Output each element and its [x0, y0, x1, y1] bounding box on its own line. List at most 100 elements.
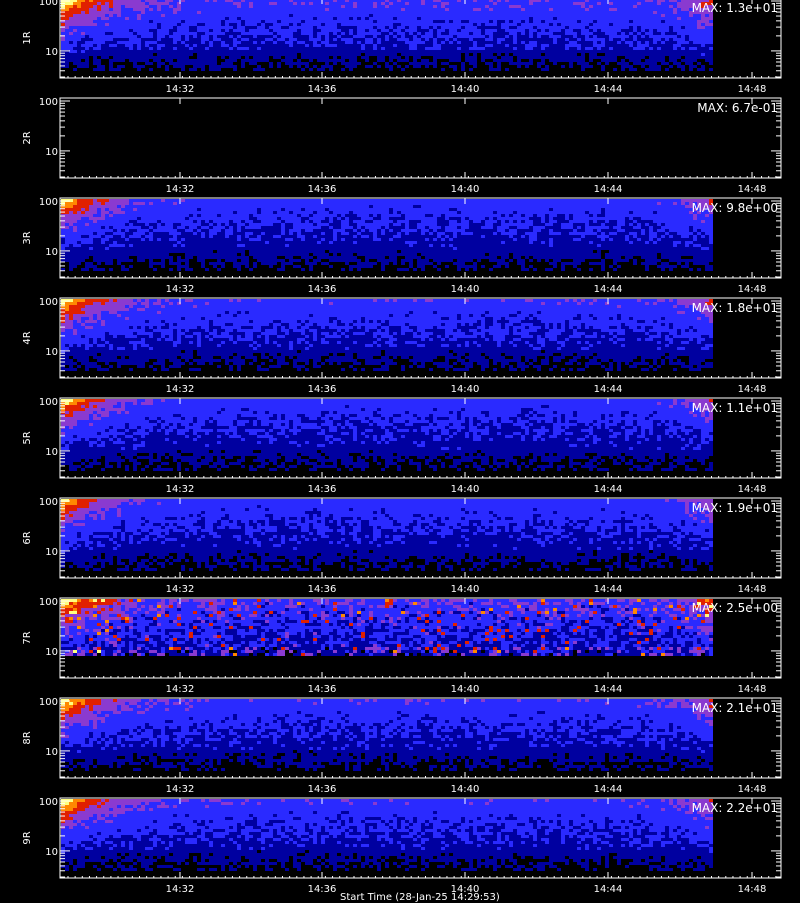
heatmap-cell — [585, 62, 589, 65]
heatmap-cell — [153, 29, 157, 32]
heatmap-cell — [405, 35, 409, 38]
heatmap-cell — [245, 41, 249, 44]
heatmap-cell — [641, 14, 645, 17]
heatmap-cell — [349, 65, 353, 68]
heatmap-cell — [177, 41, 181, 44]
heatmap-cell — [469, 38, 473, 41]
heatmap-cell — [261, 5, 265, 8]
heatmap-cell — [425, 211, 429, 214]
heatmap-cell — [145, 11, 149, 14]
heatmap-cell — [413, 53, 417, 56]
heatmap-cell — [301, 41, 305, 44]
heatmap-cell — [597, 29, 601, 32]
heatmap-cell — [673, 38, 677, 41]
heatmap-cell — [301, 214, 305, 217]
heatmap-cell — [389, 29, 393, 32]
heatmap-cell — [305, 202, 309, 205]
heatmap-cell — [369, 14, 373, 17]
heatmap-cell — [389, 35, 393, 38]
heatmap-cell — [705, 59, 709, 62]
heatmap-cell — [381, 205, 385, 208]
heatmap-cell — [169, 11, 173, 14]
heatmap-cell — [681, 44, 685, 47]
heatmap-cell — [349, 50, 353, 53]
heatmap-cell — [597, 211, 601, 214]
heatmap-cell — [349, 29, 353, 32]
heatmap-cell — [77, 20, 81, 23]
heatmap-cell — [565, 23, 569, 26]
heatmap-cell — [429, 8, 433, 11]
heatmap-cell — [265, 214, 269, 217]
heatmap-cell — [429, 20, 433, 23]
heatmap-cell — [425, 35, 429, 38]
heatmap-cell — [325, 26, 329, 29]
heatmap-cell — [169, 32, 173, 35]
heatmap-cell — [505, 68, 509, 71]
heatmap-cell — [709, 50, 713, 53]
heatmap-cell — [601, 11, 605, 14]
heatmap-cell — [329, 211, 333, 214]
heatmap-cell — [473, 14, 477, 17]
heatmap-cell — [245, 11, 249, 14]
heatmap-cell — [573, 26, 577, 29]
heatmap-cell — [269, 8, 273, 11]
heatmap-cell — [433, 8, 437, 11]
heatmap-cell — [709, 41, 713, 44]
heatmap-cell — [333, 205, 337, 208]
heatmap-cell — [505, 32, 509, 35]
heatmap-cell — [185, 29, 189, 32]
heatmap-cell — [657, 50, 661, 53]
heatmap-cell — [441, 5, 445, 8]
heatmap-cell — [225, 8, 229, 11]
heatmap-cell — [561, 205, 565, 208]
heatmap-cell — [581, 50, 585, 53]
heatmap-cell — [625, 20, 629, 23]
heatmap-cell — [113, 217, 117, 220]
heatmap-cell — [613, 14, 617, 17]
heatmap-cell — [481, 208, 485, 211]
heatmap-cell — [649, 208, 653, 211]
heatmap-cell — [453, 11, 457, 14]
heatmap-cell — [257, 14, 261, 17]
heatmap-cell — [93, 5, 97, 8]
heatmap-cell — [493, 217, 497, 220]
heatmap-cell — [649, 205, 653, 208]
heatmap-cell — [345, 8, 349, 11]
heatmap-cell — [693, 59, 697, 62]
heatmap-cell — [521, 41, 525, 44]
heatmap-cell — [357, 38, 361, 41]
heatmap-cell — [549, 44, 553, 47]
heatmap-cell — [629, 5, 633, 8]
heatmap-cell — [513, 26, 517, 29]
heatmap-cell — [241, 41, 245, 44]
heatmap-cell — [681, 32, 685, 35]
heatmap-cell — [65, 205, 69, 208]
heatmap-cell — [445, 23, 449, 26]
heatmap-cell — [245, 20, 249, 23]
heatmap-cell — [617, 205, 621, 208]
heatmap-cell — [449, 23, 453, 26]
heatmap-cell — [225, 217, 229, 220]
heatmap-cell — [657, 47, 661, 50]
heatmap-cell — [569, 50, 573, 53]
heatmap-cell — [249, 211, 253, 214]
heatmap-cell — [257, 44, 261, 47]
heatmap-cell — [229, 11, 233, 14]
heatmap-cell — [257, 53, 261, 56]
heatmap-cell — [657, 14, 661, 17]
heatmap-cell — [633, 35, 637, 38]
heatmap-cell — [581, 5, 585, 8]
heatmap-cell — [593, 41, 597, 44]
heatmap-cell — [533, 0, 537, 2]
heatmap-cell — [237, 205, 241, 208]
heatmap-cell — [521, 208, 525, 211]
heatmap-cell — [525, 8, 529, 11]
heatmap-cell — [549, 23, 553, 26]
heatmap-cell — [553, 20, 557, 23]
heatmap-cell — [165, 47, 169, 50]
heatmap-cell — [677, 23, 681, 26]
heatmap-cell — [293, 56, 297, 59]
heatmap-cell — [489, 2, 493, 5]
heatmap-cell — [289, 214, 293, 217]
